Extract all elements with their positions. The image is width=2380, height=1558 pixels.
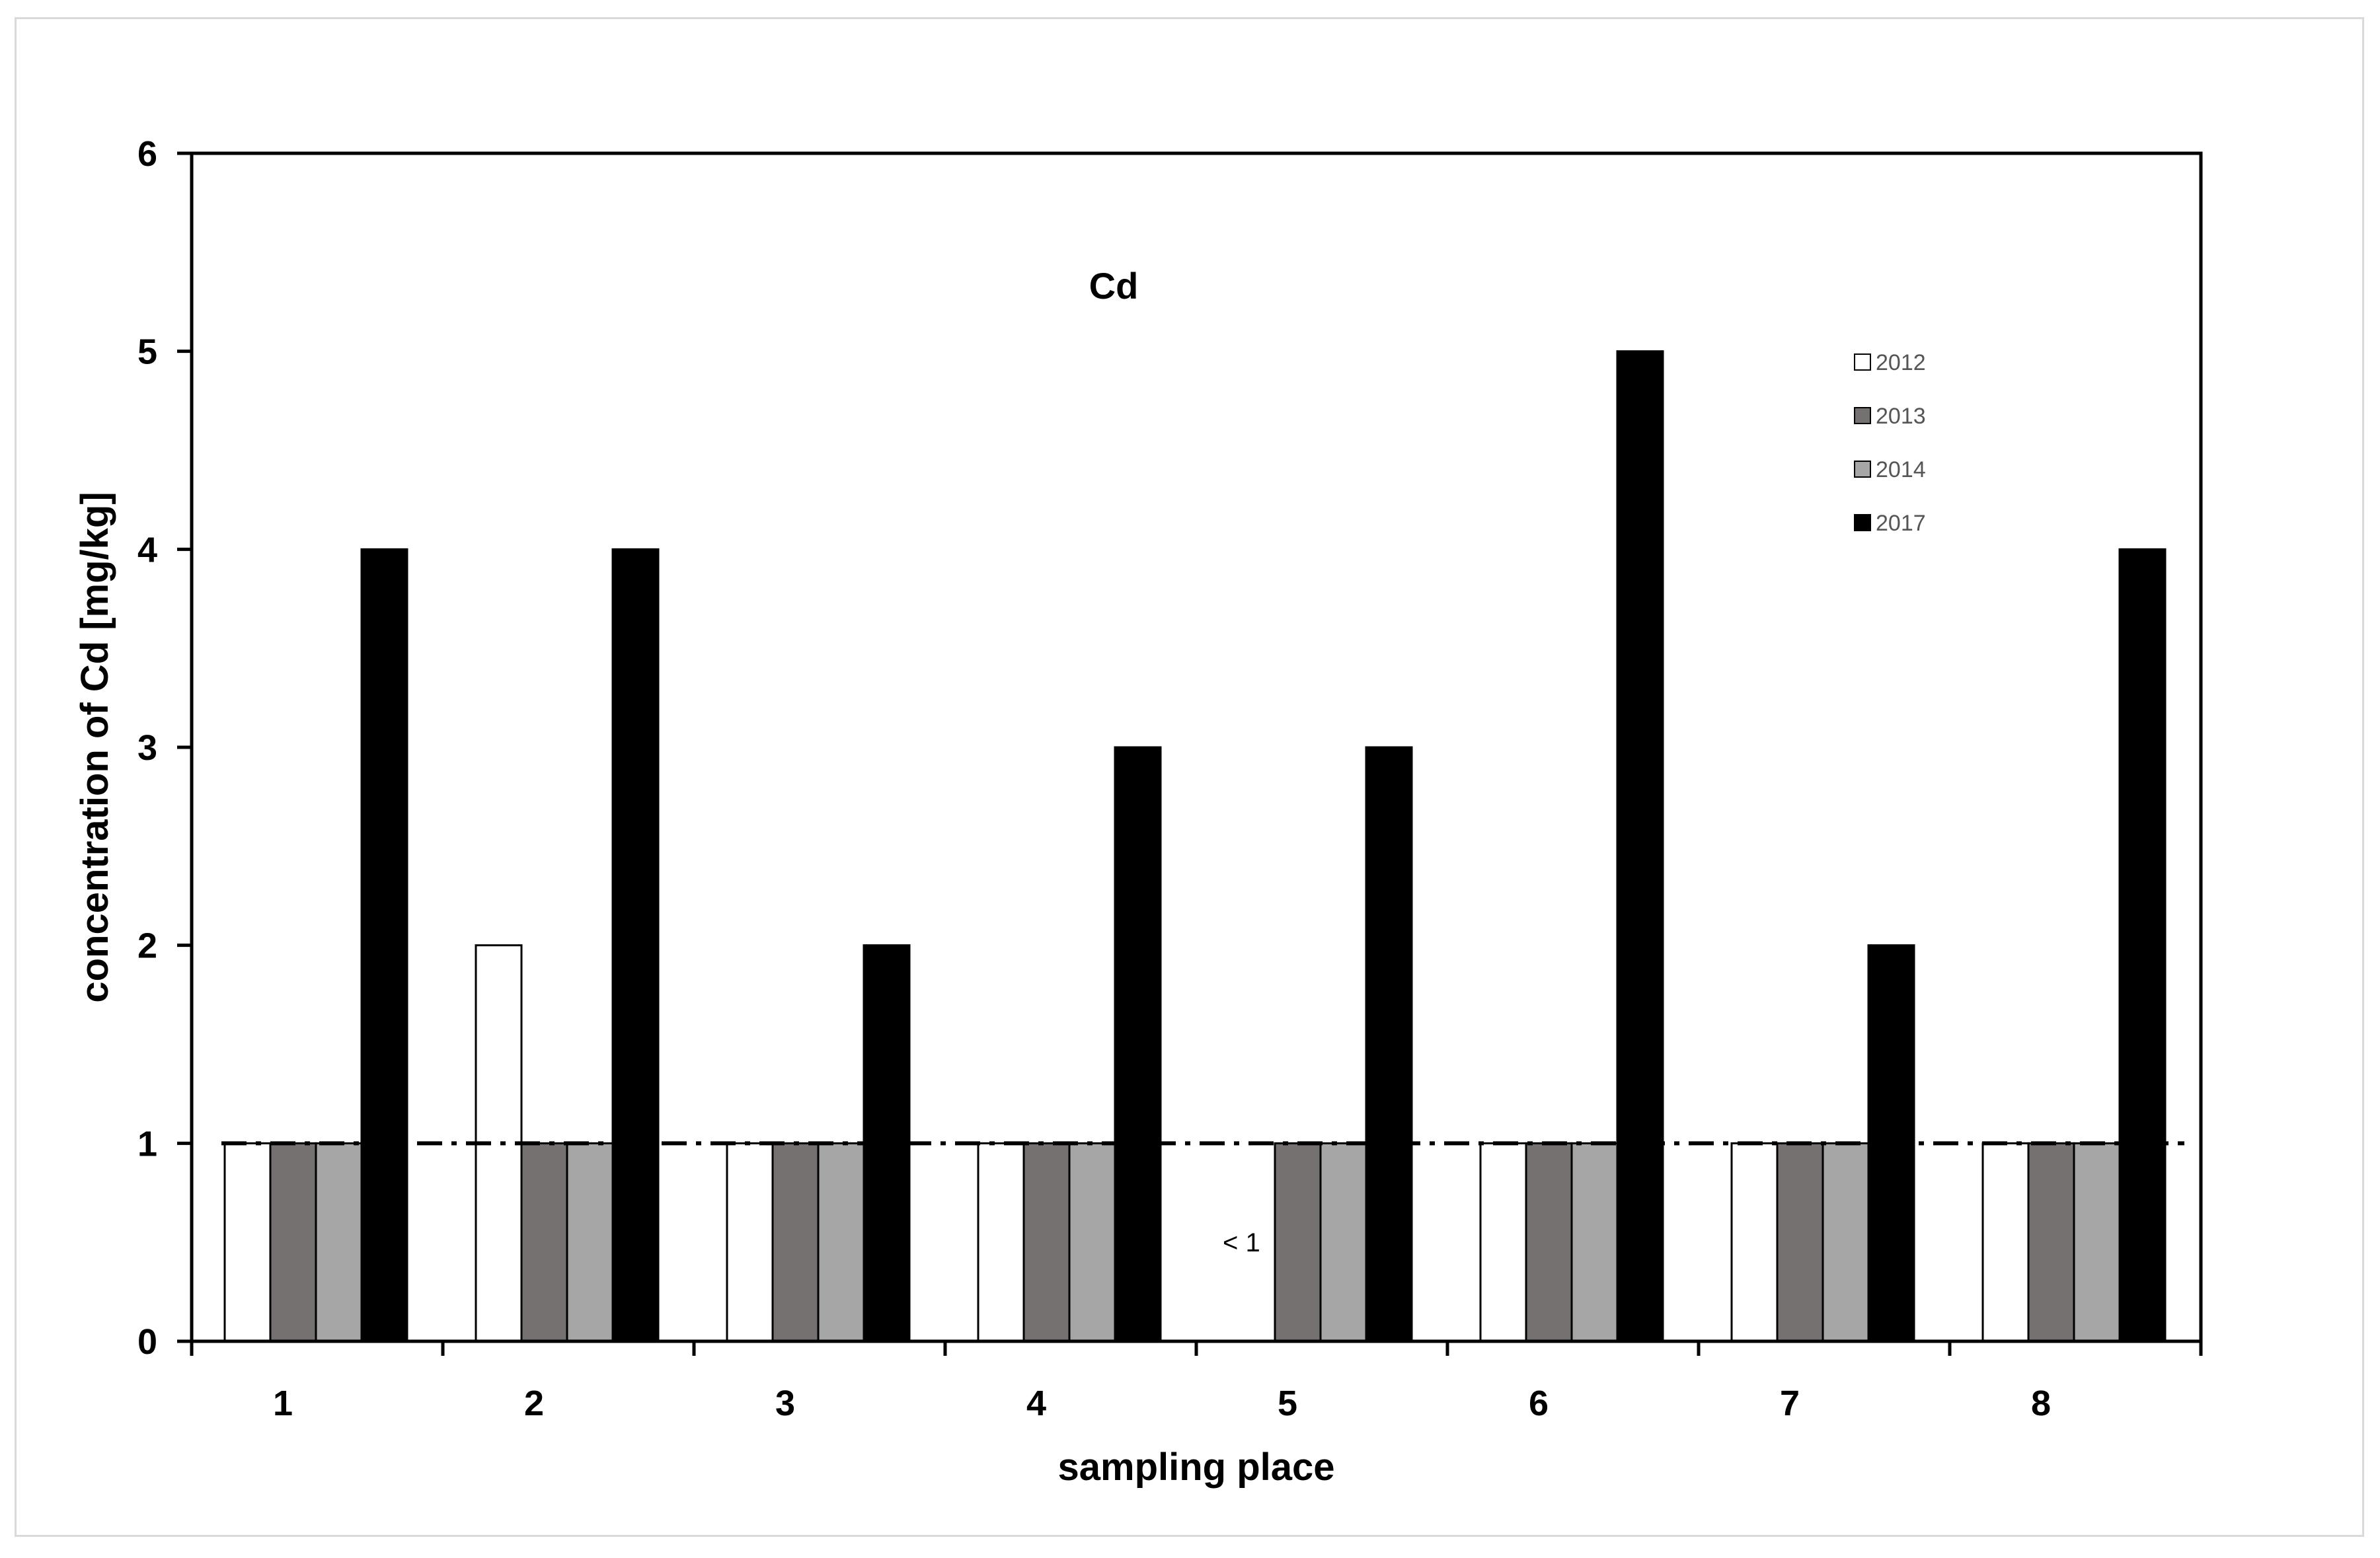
x-tick-label: 7 xyxy=(1780,1384,1800,1423)
x-tick-label: 8 xyxy=(2031,1384,2051,1423)
bar-2017-place-5 xyxy=(1365,746,1413,1343)
bar-2013-place-7 xyxy=(1776,1142,1824,1343)
bar-2013-place-8 xyxy=(2027,1142,2075,1343)
bar-2013-place-4 xyxy=(1022,1142,1071,1343)
bar-2012-place-7 xyxy=(1730,1142,1779,1343)
legend-label-2014: 2014 xyxy=(1876,457,1926,482)
bar-2012-place-6 xyxy=(1479,1142,1527,1343)
bar-2013-place-3 xyxy=(771,1142,820,1343)
x-tick-label: 1 xyxy=(273,1384,293,1423)
y-tick-label: 3 xyxy=(137,728,157,768)
legend: 2012 2013 2014 2017 xyxy=(1854,350,1926,536)
legend-label-2013: 2013 xyxy=(1876,404,1926,429)
annotation-label: < 1 xyxy=(1223,1228,1260,1257)
annotations-group: < 1 xyxy=(1223,1228,1260,1257)
bar-2013-place-2 xyxy=(520,1142,568,1343)
y-tick-label: 1 xyxy=(137,1124,157,1164)
bar-2017-place-4 xyxy=(1114,746,1162,1343)
y-tick-label: 2 xyxy=(137,926,157,966)
bar-2013-place-5 xyxy=(1274,1142,1322,1343)
x-tick-label: 6 xyxy=(1529,1384,1549,1423)
legend-label-2017: 2017 xyxy=(1876,511,1926,536)
legend-label-2012: 2012 xyxy=(1876,350,1926,375)
x-tick-label: 2 xyxy=(524,1384,544,1423)
bars-group xyxy=(223,350,2167,1343)
bar-2012-place-4 xyxy=(977,1142,1025,1343)
bar-2012-place-8 xyxy=(1981,1142,2030,1343)
bar-2017-place-6 xyxy=(1616,350,1664,1343)
y-tick-label: 6 xyxy=(137,134,157,174)
bar-2014-place-7 xyxy=(1822,1142,1870,1343)
bar-2012-place-1 xyxy=(223,1142,272,1343)
bar-2014-place-3 xyxy=(817,1142,865,1343)
y-axis-title: concentration of Cd [mg/kg] xyxy=(73,492,116,1002)
axes-group: 0 1 2 3 4 5 6 1 2 3 4 5 6 7 8 xyxy=(137,134,2203,1423)
bar-2014-place-5 xyxy=(1319,1142,1367,1343)
bar-2013-place-1 xyxy=(269,1142,317,1343)
bar-2014-place-8 xyxy=(2073,1142,2121,1343)
legend-swatch-2014 xyxy=(1854,461,1871,478)
bar-2014-place-2 xyxy=(566,1142,614,1343)
bar-2014-place-1 xyxy=(315,1142,363,1343)
x-axis-title: sampling place xyxy=(1057,1446,1334,1489)
legend-swatch-2013 xyxy=(1854,407,1871,424)
bar-2017-place-2 xyxy=(611,548,660,1343)
legend-swatch-2012 xyxy=(1854,353,1871,371)
x-tick-label: 4 xyxy=(1026,1384,1046,1423)
legend-swatch-2017 xyxy=(1854,514,1871,531)
bar-2012-place-3 xyxy=(726,1142,774,1343)
y-tick-label: 0 xyxy=(137,1322,157,1362)
x-tick-label: 3 xyxy=(775,1384,795,1423)
x-tick-label: 5 xyxy=(1278,1384,1297,1423)
bar-2013-place-6 xyxy=(1525,1142,1573,1343)
bar-2014-place-6 xyxy=(1570,1142,1619,1343)
bar-2014-place-4 xyxy=(1068,1142,1116,1343)
bar-2017-place-8 xyxy=(2118,548,2167,1343)
bar-2017-place-1 xyxy=(360,548,408,1343)
y-tick-label: 5 xyxy=(137,332,157,372)
chart-title: Cd xyxy=(1089,265,1139,307)
y-tick-label: 4 xyxy=(137,530,157,570)
